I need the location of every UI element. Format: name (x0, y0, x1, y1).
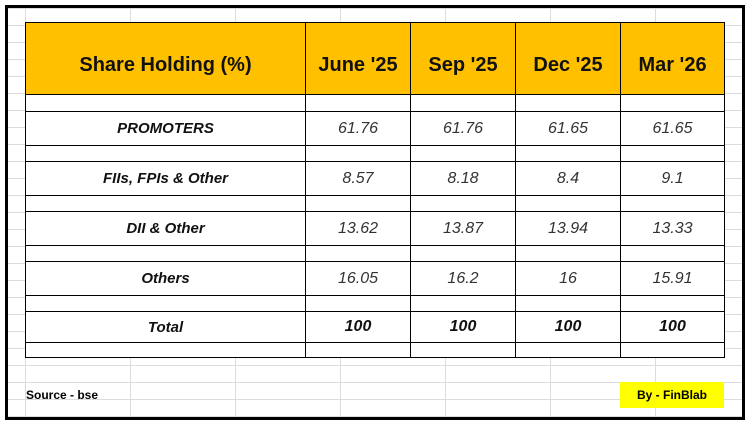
spacer-row (25, 195, 725, 212)
holding-table: Share Holding (%) June '25 Sep '25 Dec '25 M… (25, 22, 725, 358)
header-cell: Mar '26 (620, 22, 725, 95)
empty-cell (305, 245, 411, 262)
header-cell: Share Holding (%) (25, 22, 306, 95)
spacer-row (25, 94, 725, 112)
value-cell: 16.2 (410, 261, 516, 296)
value-cell: 13.94 (515, 211, 621, 246)
value-cell: 61.76 (305, 111, 411, 146)
empty-cell (25, 145, 306, 162)
empty-cell (515, 94, 621, 112)
empty-cell (305, 295, 411, 312)
spacer-row (25, 295, 725, 312)
credit-badge: By - FinBlab (620, 382, 724, 408)
data-row: Total 100 100 100 100 (25, 311, 725, 343)
empty-cell (620, 295, 725, 312)
table-body: Share Holding (%) June '25 Sep '25 Dec '25 M… (25, 22, 725, 358)
value-cell: 61.65 (620, 111, 725, 146)
value-cell: 100 (305, 311, 411, 343)
value-cell: 8.18 (410, 161, 516, 196)
value-cell: 15.91 (620, 261, 725, 296)
empty-cell (410, 245, 516, 262)
empty-cell (305, 342, 411, 358)
empty-cell (515, 295, 621, 312)
value-cell: 61.65 (515, 111, 621, 146)
empty-cell (620, 342, 725, 358)
value-cell: 61.76 (410, 111, 516, 146)
data-row: Others 16.05 16.2 16 15.91 (25, 261, 725, 296)
empty-cell (305, 195, 411, 212)
empty-cell (410, 145, 516, 162)
value-cell: 16.05 (305, 261, 411, 296)
value-cell: 8.57 (305, 161, 411, 196)
source-note: Source - bse (26, 388, 99, 402)
value-cell: 8.4 (515, 161, 621, 196)
empty-cell (410, 94, 516, 112)
empty-cell (620, 145, 725, 162)
empty-cell (25, 195, 306, 212)
empty-cell (515, 195, 621, 212)
value-cell: 13.62 (305, 211, 411, 246)
empty-cell (410, 195, 516, 212)
value-cell: 13.33 (620, 211, 725, 246)
header-cell: Dec '25 (515, 22, 621, 95)
row-label: Total (25, 311, 306, 343)
data-row: DII & Other 13.62 13.87 13.94 13.33 (25, 211, 725, 246)
empty-cell (305, 145, 411, 162)
empty-cell (25, 295, 306, 312)
header-cell: Sep '25 (410, 22, 516, 95)
value-cell: 100 (410, 311, 516, 343)
data-row: FIIs, FPIs & Other 8.57 8.18 8.4 9.1 (25, 161, 725, 196)
sheet-frame: Share Holding (%) June '25 Sep '25 Dec '25 M… (5, 5, 745, 420)
value-cell: 100 (515, 311, 621, 343)
empty-cell (25, 94, 306, 112)
empty-cell (515, 245, 621, 262)
value-cell: 16 (515, 261, 621, 296)
spacer-row (25, 342, 725, 358)
empty-cell (410, 295, 516, 312)
empty-cell (25, 342, 306, 358)
spacer-row (25, 145, 725, 162)
empty-cell (515, 342, 621, 358)
empty-cell (25, 245, 306, 262)
header-cell: June '25 (305, 22, 411, 95)
row-label: Others (25, 261, 306, 296)
value-cell: 9.1 (620, 161, 725, 196)
spacer-row (25, 245, 725, 262)
empty-cell (410, 342, 516, 358)
row-label: FIIs, FPIs & Other (25, 161, 306, 196)
empty-cell (620, 195, 725, 212)
value-cell: 100 (620, 311, 725, 343)
header-row: Share Holding (%) June '25 Sep '25 Dec '25 M… (25, 22, 725, 95)
empty-cell (620, 245, 725, 262)
empty-cell (620, 94, 725, 112)
row-label: PROMOTERS (25, 111, 306, 146)
row-label: DII & Other (25, 211, 306, 246)
empty-cell (515, 145, 621, 162)
value-cell: 13.87 (410, 211, 516, 246)
empty-cell (305, 94, 411, 112)
data-row: PROMOTERS 61.76 61.76 61.65 61.65 (25, 111, 725, 146)
